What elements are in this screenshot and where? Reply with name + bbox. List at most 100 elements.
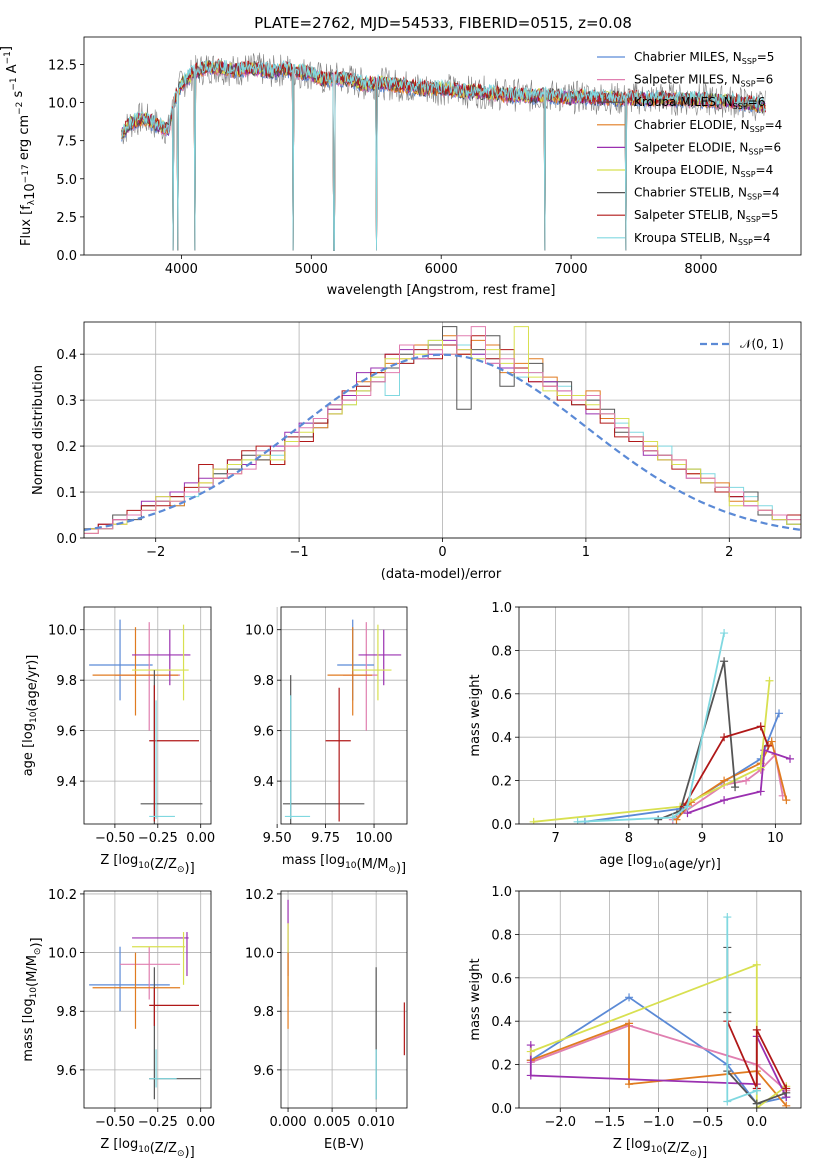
mass-vs-ebv-xtick-label: 0.005 [313,1115,350,1130]
weight-vs-age-point-marker [668,813,677,822]
weight-vs-age-point-marker [786,754,795,763]
weight-vs-Z-ytick-label: 1.0 [491,885,512,900]
spectrum-ylabel-part: 10 [23,183,38,200]
age-vs-mass-xlabel-part: (M/M [357,857,389,872]
mass-vs-Z-ylabel-part: 10 [29,987,39,999]
weight-vs-age-xtick-label: 7 [551,831,559,846]
legend-entry: Chabrier ELODIE, NSSP=4 [634,118,782,134]
spectrum-ylabel-part: s [11,90,26,101]
weight-vs-Z-point-marker [782,1101,791,1108]
legend-entry-tail: =4 [762,186,780,200]
spectrum-ytick-label: 5.0 [56,173,77,188]
weight-vs-Z-xtick-label: −2.0 [544,1115,576,1130]
age-vs-Z-ylabel: age [log10(age/yr)] [21,655,40,777]
mass-vs-Z-xlabel-part: 10 [138,1145,150,1155]
weight-vs-age-series-line [683,725,769,808]
weight-vs-Z-point-marker [625,993,634,1002]
weight-vs-Z-xlabel-part: (Z/Z [662,1141,689,1156]
weight-vs-Z-ytick-label: 0.2 [491,1059,512,1074]
legend-entry-sub: SSP [741,80,756,89]
weight-vs-age-xtick-label: 10 [767,831,784,846]
weight-vs-age-xlabel: age [log10(age/yr)] [599,853,721,872]
legend-entry-sub: SSP [750,125,765,134]
spectrum-xlabel: wavelength [Angstrom, rest frame] [327,283,556,298]
mass-vs-Z-xlabel-part: (Z/Z [150,1141,177,1156]
weight-vs-Z-point-marker [723,1097,732,1106]
weight-vs-age-xtick-label: 8 [625,831,633,846]
spectrum-ylabel-part: −1 [3,51,13,64]
weight-vs-Z-point-marker [752,960,761,969]
legend-entry: Chabrier MILES, NSSP=5 [634,50,774,66]
mass-vs-Z-ytick-label: 9.6 [56,1064,77,1079]
age-vs-Z-plot-area [89,619,203,824]
residuals-xtick-label: 2 [725,545,733,560]
legend-entry-sub: SSP [738,238,753,247]
weight-vs-age-xtick-label: 9 [698,831,706,846]
spectrum-xtick-label: 8000 [684,262,717,277]
normal-reference-curve [84,353,801,531]
spectrum-ylabel-part: A [5,64,20,77]
legend-entry-sub: SSP [733,102,748,111]
mass-vs-Z-xlabel-part: Z [log [100,1137,138,1152]
mass-vs-Z-xtick-label: −0.50 [95,1115,135,1130]
legend-entry-main: Kroupa MILES, N [634,95,733,109]
legend-entry: Kroupa MILES, NSSP=6 [634,95,765,111]
age-vs-Z-xlabel: Z [log10(Z/Z⊙)] [100,853,194,876]
mass-vs-Z-ytick-label: 9.8 [56,1005,77,1020]
weight-vs-age-point-marker [720,629,729,638]
weight-vs-Z-xlabel-part: ⊙ [689,1149,697,1159]
weight-vs-age-axes: 7 8 9 10 0.0 0.2 0.4 0.6 0.8 1.0 [491,601,801,846]
age-vs-mass-xlabel-part: )] [396,861,406,876]
weight-vs-age-point-marker [720,776,729,785]
age-vs-Z-ylabel-part: (age/yr)] [25,655,40,712]
legend-entry-main: Salpeter STELIB, N [634,208,746,222]
spectrum-ytick-label: 12.5 [48,58,77,73]
spectrum-model-line [121,58,766,251]
mass-vs-ebv-plot-area [287,899,405,1100]
age-vs-Z-xlabel-part: ⊙ [177,865,185,875]
age-vs-Z-xlabel-part: (Z/Z [150,857,177,872]
legend-entry-sub: SSP [746,215,761,224]
weight-vs-age-point-marker [720,796,729,805]
spectrum-xtick-label: 6000 [425,262,458,277]
spectrum-ylabel-part: −2 [15,102,25,115]
weight-vs-Z-xlabel-part: 10 [651,1145,663,1155]
spectrum-frame [83,36,802,256]
residuals-xtick-label: −2 [146,545,165,560]
weight-vs-age-point-marker [742,776,751,785]
mass-vs-Z-xtick-label: 0.00 [186,1115,215,1130]
weight-vs-Z-plot-area [526,913,791,1108]
legend-entry-tail: =4 [765,118,783,132]
legend-entry-main: Chabrier STELIB, N [634,186,747,200]
mass-vs-Z-ylabel: mass [log10(M/M⊙)] [21,937,44,1061]
weight-vs-age-point-marker [767,737,776,746]
age-vs-Z-frame [83,606,212,825]
weight-vs-age-point-marker [782,796,791,805]
mass-vs-Z-axes: −0.50 −0.25 0.00 9.6 9.8 10.0 10.2 [48,888,215,1130]
weight-vs-age-xlabel-part: age [log [599,853,652,868]
residuals-ytick-label: 0.2 [56,440,77,455]
residuals-ytick-label: 0.3 [56,394,77,409]
legend-entry: Salpeter STELIB, NSSP=5 [634,208,778,224]
weight-vs-Z-point-marker [625,1080,634,1089]
weight-vs-Z-xtick-label: −0.5 [692,1115,724,1130]
residuals-frame [83,321,802,539]
age-vs-mass-xlabel-part: ⊙ [388,865,396,875]
age-vs-Z-ylabel-part: 10 [29,711,39,723]
weight-vs-age-ylabel: mass weight [468,674,483,756]
age-vs-Z-ytick-label: 9.6 [56,725,77,740]
weight-vs-age-plot-area [529,629,795,824]
mass-vs-Z-ylabel-part: ⊙ [33,948,43,956]
weight-vs-age-ytick-label: 0.0 [491,818,512,833]
legend-entry-tail: =6 [763,140,781,154]
age-vs-mass-axes: 9.50 9.75 10.00 9.4 9.6 9.8 10.0 [245,607,407,846]
weight-vs-age-point-marker [756,787,765,796]
weight-vs-Z-ytick-label: 0.0 [491,1102,512,1117]
mass-vs-ebv-ytick-label: 10.0 [245,947,274,962]
weight-vs-age-point-marker [654,815,663,824]
spectrum-ylabel-part: λ [27,199,37,205]
legend-entry-main: Salpeter ELODIE, N [634,140,748,154]
residuals-xtick-label: 1 [582,545,590,560]
